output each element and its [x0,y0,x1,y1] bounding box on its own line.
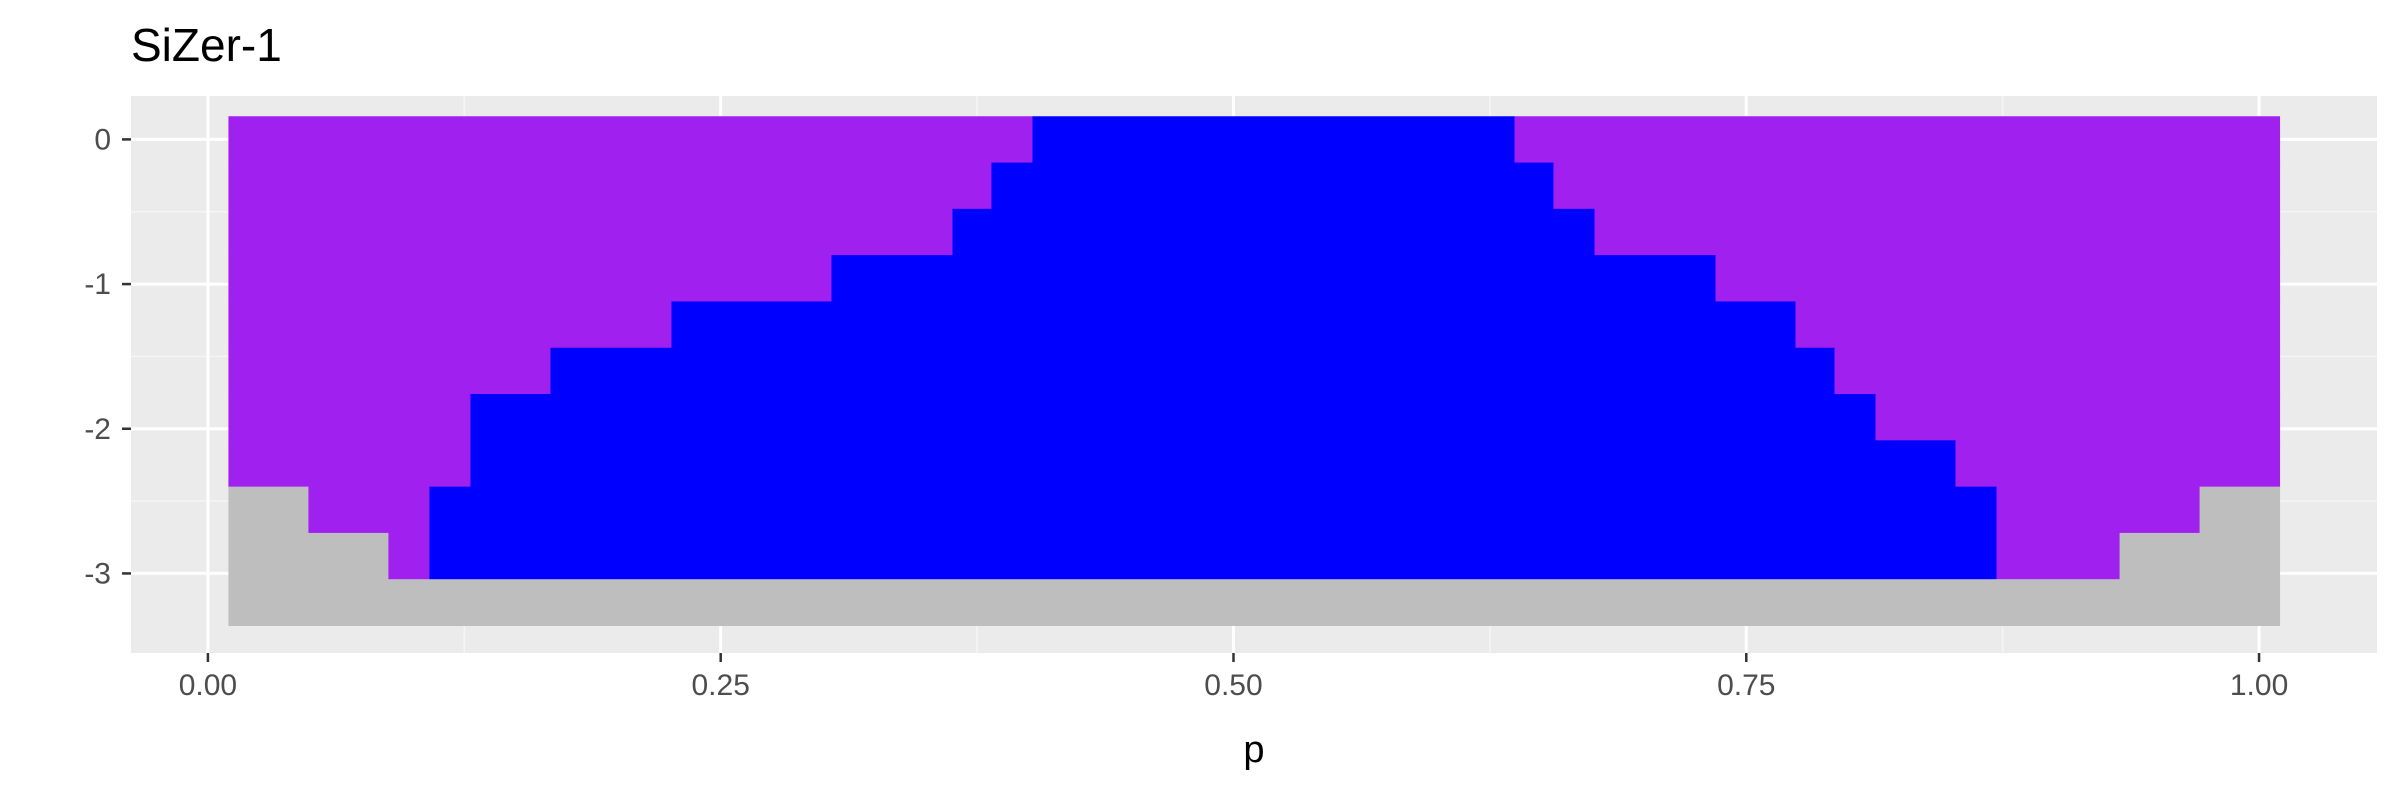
sizer-tiles [228,116,2281,627]
tile-not-significant [1996,532,2121,580]
tile-not-significant [228,394,471,441]
tile-not-significant [228,440,471,488]
tile-not-significant [308,486,430,534]
tile-not-significant [1514,116,2281,164]
y-tick-label: -3 [84,557,111,590]
y-tick-label: -2 [84,413,111,446]
tile-significant [429,486,1998,534]
tile-significant [1032,116,1515,164]
tile-significant [831,255,1717,302]
tile-insufficient-data [228,532,389,580]
y-axis: 0 -1 -2 -3 [84,123,131,590]
x-tick-label: 0.75 [1717,669,1775,702]
tile-not-significant [388,532,430,580]
tile-not-significant [1834,347,2281,395]
tile-not-significant [228,116,1033,164]
y-tick-label: 0 [94,123,111,156]
tile-not-significant [1875,394,2281,441]
tile-significant [671,301,1797,349]
tile-not-significant [228,208,953,256]
tile-not-significant [1715,255,2281,302]
tile-insufficient-data [2119,532,2281,580]
tile-significant [550,347,1835,395]
x-axis-title: p [1243,729,1264,771]
x-tick-label: 0.25 [692,669,750,702]
tile-not-significant [1795,301,2281,349]
tile-significant [470,394,1876,441]
tile-not-significant [228,347,551,395]
y-tick-label: -1 [84,268,111,301]
x-tick-label: 0.00 [179,669,237,702]
tile-significant [952,208,1595,256]
tile-significant [429,532,1998,580]
tile-significant [470,440,1956,488]
tile-not-significant [1996,486,2201,534]
tile-not-significant [1594,208,2281,256]
tile-not-significant [228,255,832,302]
tile-not-significant [228,162,992,210]
tile-not-significant [1553,162,2281,210]
tile-insufficient-data [2199,486,2281,534]
tile-insufficient-data [228,579,2281,627]
tile-not-significant [228,301,672,349]
tile-significant [991,162,1554,210]
x-tick-label: 0.50 [1204,669,1262,702]
tile-insufficient-data [228,486,309,534]
tile-not-significant [1955,440,2281,488]
x-axis: 0.00 0.25 0.50 0.75 1.00 [179,653,2288,702]
x-tick-label: 1.00 [2230,669,2288,702]
chart-title: SiZer-1 [131,19,282,71]
